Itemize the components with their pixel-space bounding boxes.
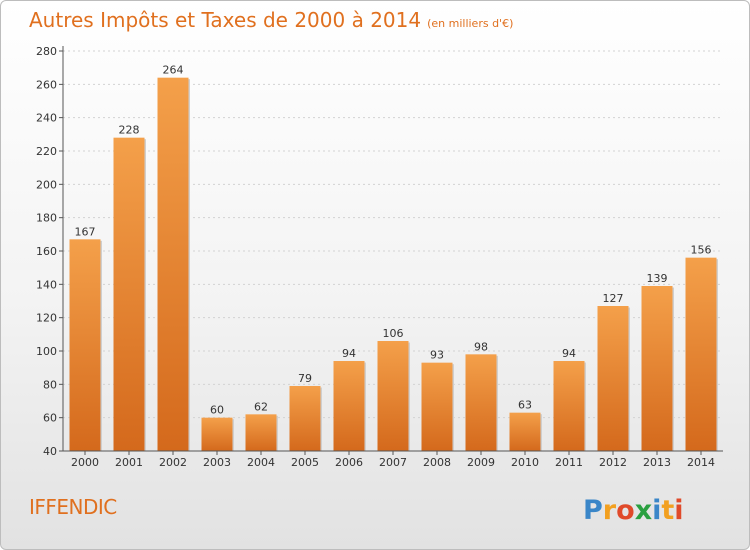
x-tick-label: 2011	[555, 456, 583, 469]
y-tick-label: 100	[36, 345, 57, 358]
chart-title: Autres Impôts et Taxes de 2000 à 2014	[29, 8, 422, 32]
data-label: 63	[518, 399, 532, 412]
bar	[685, 257, 717, 451]
commune-name: IFFENDIC	[29, 495, 117, 519]
x-tick-label: 2004	[247, 456, 275, 469]
data-label: 228	[119, 124, 140, 137]
y-tick-label: 40	[43, 445, 57, 458]
svg-text:Proxiti: Proxiti	[583, 495, 684, 526]
bar	[465, 354, 497, 451]
data-label: 62	[254, 400, 268, 413]
data-label: 79	[298, 372, 312, 385]
x-tick-label: 2014	[687, 456, 715, 469]
x-tick-label: 2012	[599, 456, 627, 469]
bar	[201, 417, 233, 451]
y-tick-label: 280	[36, 45, 57, 58]
x-tick-label: 2005	[291, 456, 319, 469]
y-tick-label: 60	[43, 412, 57, 425]
y-tick-label: 200	[36, 178, 57, 191]
data-label: 139	[647, 272, 668, 285]
data-label: 93	[430, 349, 444, 362]
chart-title-block: Autres Impôts et Taxes de 2000 à 2014 (en…	[29, 8, 513, 32]
y-tick-label: 240	[36, 112, 57, 125]
x-tick-label: 2003	[203, 456, 231, 469]
axes	[59, 46, 723, 455]
bar	[289, 386, 321, 451]
bar	[377, 341, 409, 451]
x-tick-label: 2008	[423, 456, 451, 469]
bar	[157, 77, 189, 452]
bar	[421, 362, 453, 451]
x-tick-label: 2001	[115, 456, 143, 469]
data-label: 60	[210, 404, 224, 417]
data-label: 167	[75, 225, 96, 238]
x-tick-label: 2007	[379, 456, 407, 469]
y-tick-label: 140	[36, 278, 57, 291]
y-tick-label: 160	[36, 245, 57, 258]
y-tick-label: 260	[36, 78, 57, 91]
data-label: 94	[562, 347, 576, 360]
data-label: 264	[163, 64, 184, 77]
bar	[553, 361, 585, 451]
bar	[245, 414, 277, 451]
x-tick-label: 2009	[467, 456, 495, 469]
labels: 40 60 80 100 120 140 160 180 200 220 240 260 280 167 2…	[36, 45, 715, 469]
bar	[597, 306, 629, 451]
y-tick-label: 220	[36, 145, 57, 158]
data-label: 156	[691, 244, 712, 257]
bar	[641, 286, 673, 451]
bar	[333, 361, 365, 451]
y-tick-label: 120	[36, 312, 57, 325]
y-tick-label: 80	[43, 378, 57, 391]
x-tick-label: 2006	[335, 456, 363, 469]
bars	[69, 77, 718, 452]
y-tick-label: 180	[36, 212, 57, 225]
x-tick-label: 2010	[511, 456, 539, 469]
x-tick-label: 2013	[643, 456, 671, 469]
chart-subtitle: (en milliers d'€)	[427, 17, 514, 30]
x-tick-label: 2002	[159, 456, 187, 469]
x-tick-label: 2000	[71, 456, 99, 469]
data-label: 106	[383, 327, 404, 340]
data-label: 94	[342, 347, 356, 360]
bar	[509, 412, 541, 451]
data-label: 127	[603, 292, 624, 305]
bar	[113, 137, 145, 451]
proxiti-logo: Proxiti	[583, 495, 684, 526]
data-label: 98	[474, 340, 488, 353]
bar	[69, 239, 101, 451]
